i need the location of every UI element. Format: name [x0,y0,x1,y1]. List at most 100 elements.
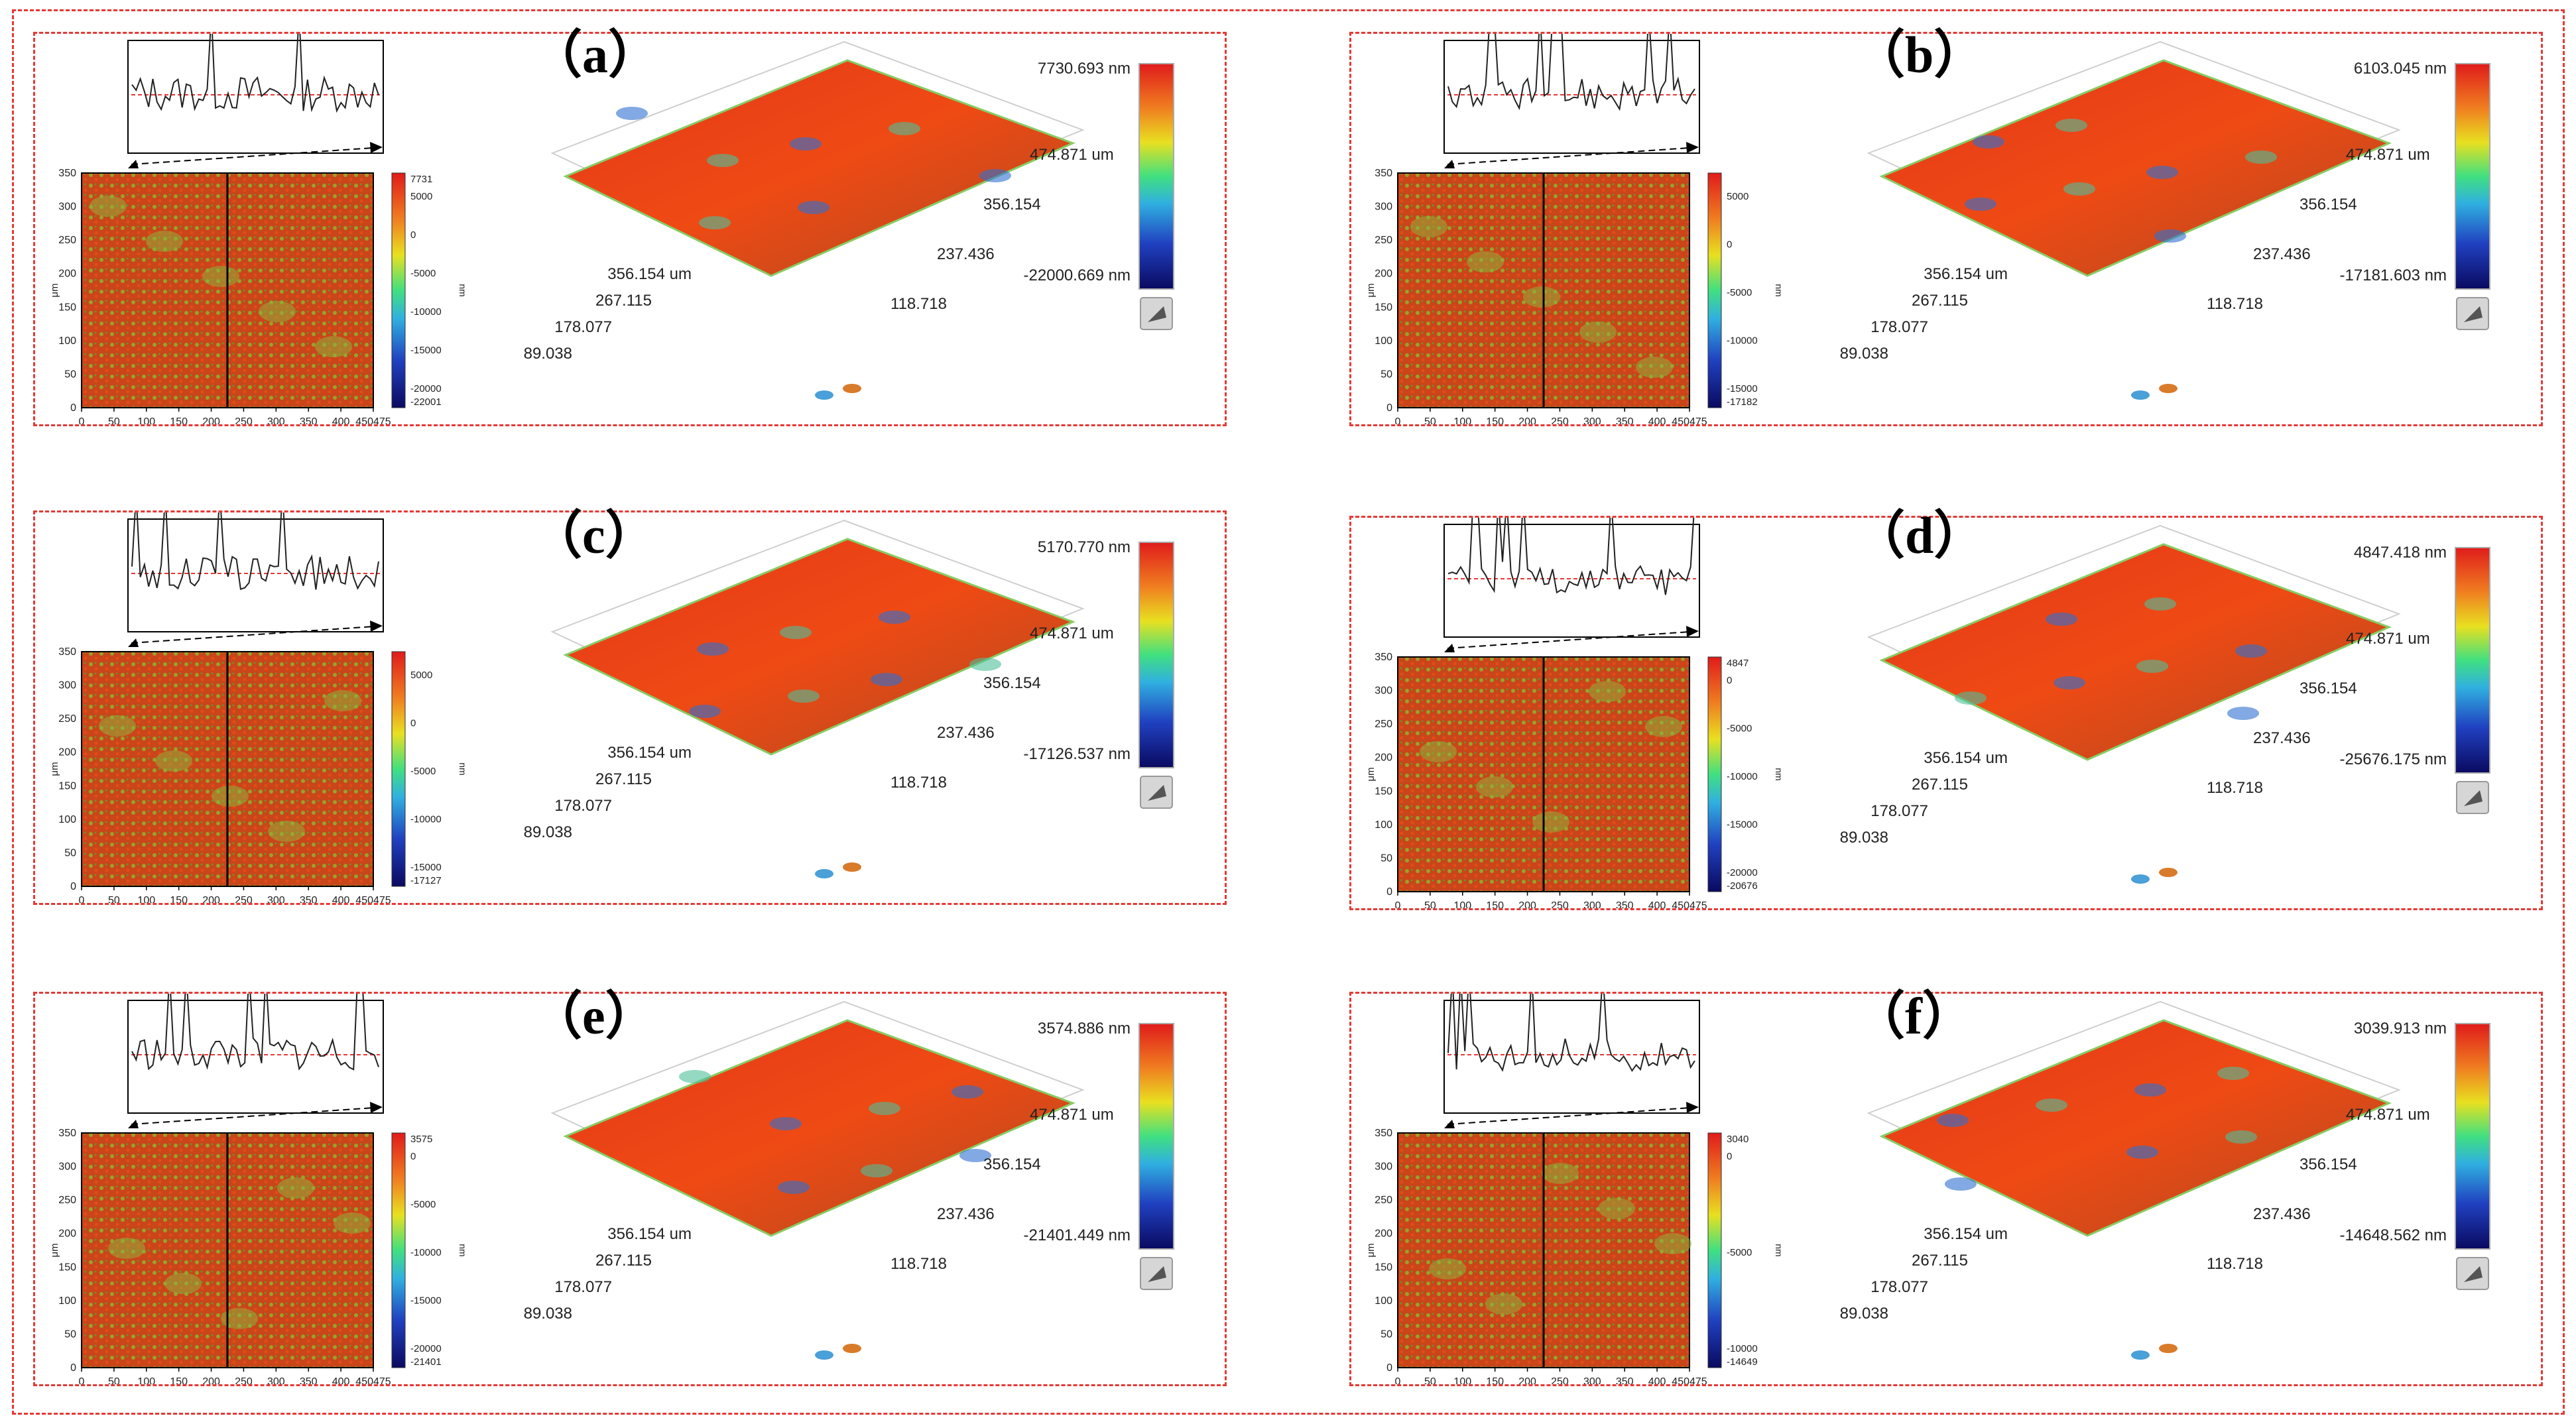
profile-start-arrow-icon [128,1120,139,1128]
height-profile-line [1447,518,1695,595]
surface-x-tick-label: 89.038 [1840,1305,1888,1323]
colorbar-tick-label: -20000 [410,383,442,394]
height-map-colorbar: 3575 0 -5000 -10000 -15000 -20000 -21401 nm [391,1132,468,1368]
profile-start-arrow-icon [128,638,139,647]
surface-mesh [563,538,1076,756]
colorbar-tick-label: -5000 [1727,723,1752,735]
rotate-view-icon[interactable] [815,390,833,400]
colorbar-gradient [1707,172,1722,408]
colorbar-tick-label: 0 [410,718,416,729]
panel-c-graphic: 0 50 100 150 200 250 300 350 400 450475 μm 350 300 25… [49,512,1174,903]
height-map: 0 50 100 150 200 250 300 350 400 450475 μm 350 300 25… [1365,652,1707,908]
surface-valley-mark [871,673,902,686]
map-x-tick-label: 400 [1648,416,1666,424]
rotate-view-icon[interactable] [2131,390,2150,400]
surface-valley-mark [1945,1177,1977,1191]
profile-inset [1443,34,1700,168]
map-x-tick-label: 0 [79,1376,85,1384]
rotate-view-icon[interactable] [2131,1350,2150,1360]
z-range-colorbar: 7730.693 nm -22000.669 nm [1024,60,1174,330]
map-y-tick-label: 150 [58,1262,76,1273]
map-x-tick-label: 350 [300,895,318,903]
colorbar-tick-label: -15000 [410,345,442,356]
z-max-label: 3574.886 nm [1038,1020,1131,1038]
surface-valley-mark [1965,198,1996,211]
height-map-feature [1485,1293,1522,1315]
map-x-tick-label: 50 [1424,416,1436,424]
tilt-view-icon[interactable] [843,862,861,872]
panel-b-graphic: 0 50 100 150 200 250 300 350 400 450475 μm 350 300 25… [1365,34,2490,424]
surface-valley-mark [2144,597,2176,611]
map-x-tick-label: 300 [1583,416,1601,424]
surface-valley-mark [679,1070,711,1083]
surface-valley-mark [780,626,812,639]
height-map: 0 50 100 150 200 250 300 350 400 450475 μm 350 300 25… [1365,1128,1707,1384]
surface-x-tick-label: 178.077 [1871,1278,1928,1296]
map-x-tick-label: 200 [1518,416,1536,424]
map-x-tick-label: 150 [170,1376,188,1384]
colorbar-tick-label: -5000 [1727,287,1752,298]
height-profile-line [131,34,379,113]
surface-valley-mark [699,216,731,229]
map-x-tick-label: 50 [1424,1376,1436,1384]
map-x-tick-label: 450475 [355,1376,391,1384]
tilt-view-icon[interactable] [843,1344,861,1353]
surface-y-tick-label: 474.871 um [2346,1106,2430,1124]
surface-mesh [1879,59,2392,277]
map-x-tick-label: 50 [108,1376,120,1384]
tilt-view-icon[interactable] [2159,1344,2177,1353]
map-x-tick-label: 0 [1395,416,1401,424]
map-x-tick-label: 400 [1648,1376,1666,1384]
map-x-tick-label: 450475 [355,416,391,424]
surface-valley-mark [2154,229,2186,243]
map-y-tick-label: 50 [64,369,76,380]
surface-y-tick-label: 356.154 [2300,1156,2357,1173]
colorbar-tick-label: 0 [410,1151,416,1162]
surface-3d: 356.154 um 267.115 178.077 89.038 474.871 um… [1840,40,2430,400]
map-y-axis-label: μm [1365,767,1377,781]
surface-y-tick-label: 474.871 um [2346,630,2430,648]
colorbar-tick-label: -5000 [410,1199,436,1211]
colorbar-tick-label: 5000 [1727,191,1748,202]
map-x-tick-label: 400 [332,416,350,424]
tilt-view-icon[interactable] [2159,384,2177,393]
panel-a-graphic: 0 50 100 150 200 250 300 350 400 450475 μm 350 300 25… [49,34,1174,424]
rotate-view-icon[interactable] [815,1350,833,1360]
surface-valley-mark [2136,660,2168,673]
colorbar-bottom-label: -21401 [410,1356,442,1368]
height-map-colorbar: 3040 0 -5000 -10000 -14649 nm [1707,1132,1784,1368]
surface-y-tick-label: 474.871 um [1030,624,1114,642]
map-x-tick-label: 300 [267,895,285,903]
map-x-tick-label: 100 [1453,416,1471,424]
colorbar-bottom-label: -22001 [410,396,442,408]
height-profile-line [131,512,379,591]
map-y-tick-label: 50 [1380,853,1392,864]
surface-valley-mark [2227,707,2259,720]
height-map: 0 50 100 150 200 250 300 350 400 450475 μm 350 300 25… [49,168,391,424]
height-map-feature [1467,251,1504,272]
surface-valley-mark [788,689,820,703]
tilt-view-icon[interactable] [843,384,861,393]
panel-f: 0 50 100 150 200 250 300 350 400 450475 μm 350 300 25… [1349,992,2543,1386]
rotate-view-icon[interactable] [815,869,833,878]
map-x-tick-label: 350 [300,416,318,424]
surface-y-tick-label: 237.436 [2253,1205,2311,1223]
profile-pointer-line [1447,1107,1690,1125]
rotate-view-icon[interactable] [2131,874,2150,884]
colorbar-tick-label: -10000 [410,1247,442,1258]
map-y-tick-label: 150 [58,780,76,792]
surface-y-tick-label: 474.871 um [1030,1106,1114,1124]
map-y-tick-label: 300 [1375,1161,1392,1173]
colorbar-tick-label: -5000 [410,766,436,777]
map-y-tick-label: 150 [1375,302,1392,313]
expand-arrow-icon [2464,790,2483,806]
surface-valley-mark [778,1181,810,1194]
map-x-tick-label: 200 [202,895,220,903]
colorbar-tick-label: -20000 [1727,867,1758,878]
height-map-colorbar: 5000 0 -5000 -10000 -15000 -17182 nm [1707,172,1784,408]
height-map-feature [1645,716,1682,737]
colorbar-gradient [391,1132,406,1368]
height-map-feature [146,231,183,252]
tilt-view-icon[interactable] [2159,868,2177,877]
map-y-tick-label: 250 [58,713,76,725]
